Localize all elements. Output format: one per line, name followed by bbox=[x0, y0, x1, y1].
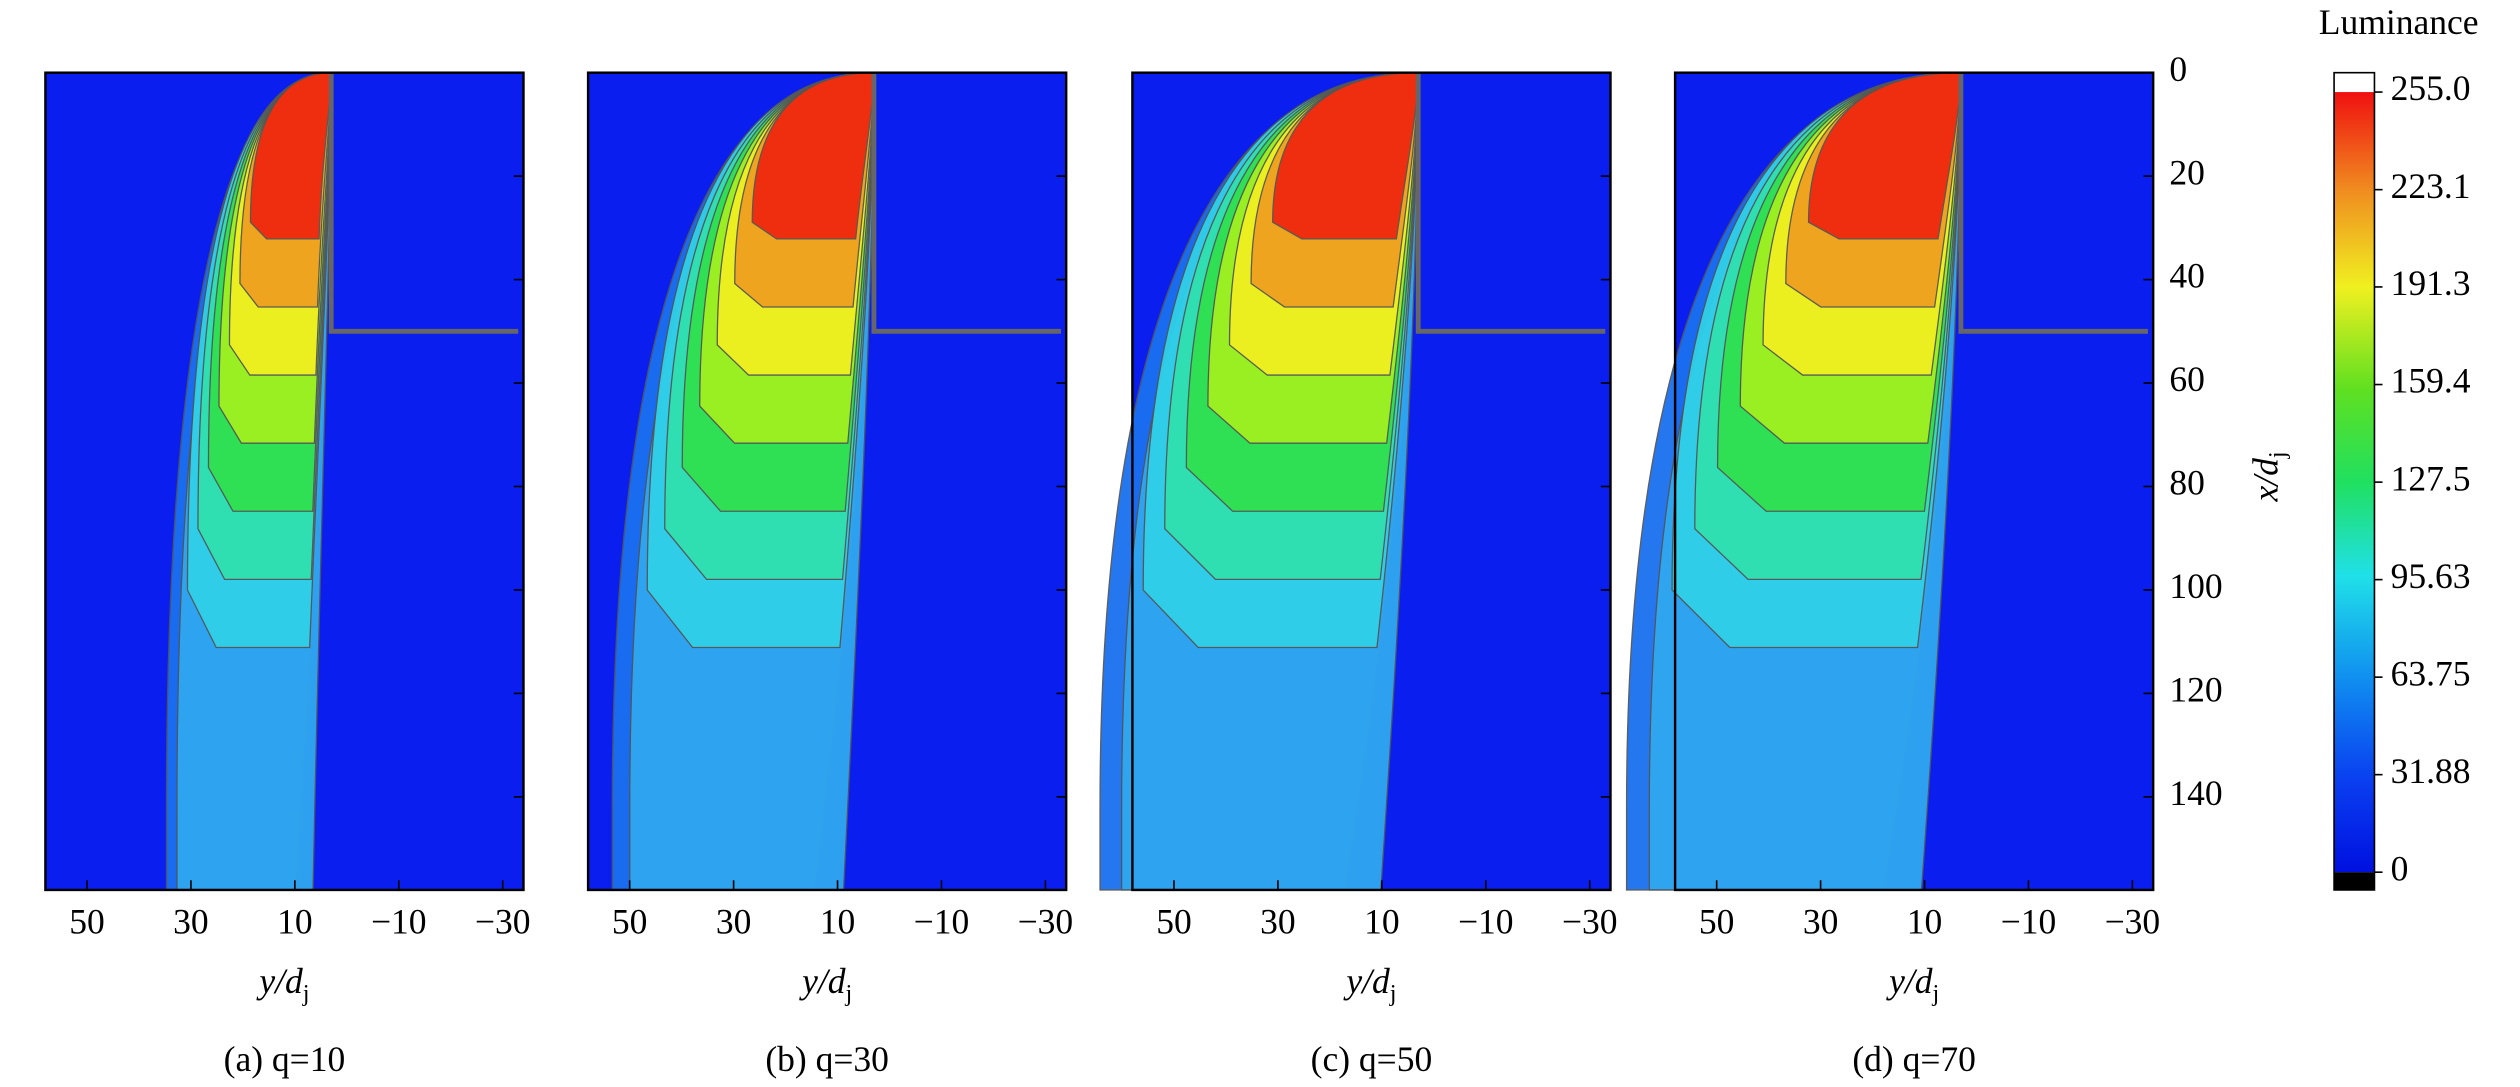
contour-band bbox=[751, 72, 875, 240]
x-tick-label: 10 bbox=[277, 902, 313, 942]
x-tick-label: 10 bbox=[1364, 902, 1400, 942]
wall bbox=[1415, 72, 1606, 334]
x-tick-label: −10 bbox=[371, 902, 427, 942]
colorbar-bottom-cap bbox=[2334, 872, 2375, 890]
x-tick-label: −30 bbox=[1018, 902, 1074, 942]
y-tick-label: 100 bbox=[2169, 566, 2222, 606]
x-tick-label: 30 bbox=[716, 902, 752, 942]
x-axis-label-main: y/d bbox=[799, 961, 846, 1001]
panel-caption: (c) q=50 bbox=[1311, 1039, 1433, 1079]
y-axis-label-main: x/d bbox=[2246, 458, 2286, 503]
x-tick-label: 30 bbox=[173, 902, 209, 942]
x-tick-label: −30 bbox=[1562, 902, 1618, 942]
colorbar-tick-label: 159.4 bbox=[2391, 361, 2471, 401]
contour-band bbox=[1272, 72, 1419, 240]
y-axis-label-sub: j bbox=[2264, 451, 2291, 459]
plot-frame bbox=[44, 71, 525, 892]
y-tick-label: 60 bbox=[2169, 359, 2205, 399]
x-axis-label-main: y/d bbox=[1886, 961, 1933, 1001]
x-tick-label: 30 bbox=[1803, 902, 1839, 942]
x-tick-label: 50 bbox=[69, 902, 105, 942]
y-tick-label: 140 bbox=[2169, 773, 2222, 813]
colorbar-tick-label: 95.63 bbox=[2391, 556, 2471, 596]
wall bbox=[328, 72, 519, 334]
x-axis-label-sub: j bbox=[1931, 979, 1939, 1006]
x-axis-label: y/dj bbox=[1343, 961, 1396, 1006]
y-tick-label: 40 bbox=[2169, 256, 2205, 296]
x-axis-label-sub: j bbox=[1389, 979, 1397, 1006]
colorbar-top-cap bbox=[2334, 72, 2375, 93]
x-axis-label: y/dj bbox=[1886, 961, 1939, 1006]
x-tick-label: 30 bbox=[1260, 902, 1296, 942]
colorbar-tick-label: 255.0 bbox=[2391, 68, 2471, 108]
plot-frame bbox=[1131, 71, 1612, 892]
y-tick-label: 0 bbox=[2169, 49, 2187, 89]
x-tick-label: −30 bbox=[2105, 902, 2161, 942]
plot-frame bbox=[586, 71, 1068, 892]
colorbar-tick-label: 63.75 bbox=[2391, 653, 2471, 693]
x-tick-label: 50 bbox=[1156, 902, 1192, 942]
plot-frame bbox=[1673, 71, 2155, 892]
y-axis-label: x/dj bbox=[2246, 451, 2291, 502]
x-tick-label: 10 bbox=[820, 902, 856, 942]
colorbar-tick-label: 223.1 bbox=[2391, 166, 2471, 206]
colorbar-tick-label: 191.3 bbox=[2391, 263, 2471, 303]
x-axis-label-main: y/d bbox=[1343, 961, 1390, 1001]
x-tick-label: −10 bbox=[1458, 902, 1514, 942]
x-axis-label-main: y/d bbox=[256, 961, 303, 1001]
x-tick-label: 50 bbox=[612, 902, 648, 942]
y-tick-label: 20 bbox=[2169, 152, 2205, 192]
panel-caption: (b) q=30 bbox=[765, 1039, 889, 1079]
x-tick-label: −30 bbox=[475, 902, 531, 942]
y-tick-label: 80 bbox=[2169, 463, 2205, 503]
colorbar-tick-label: 127.5 bbox=[2391, 458, 2471, 498]
colorbar bbox=[2334, 92, 2375, 873]
x-tick-label: −10 bbox=[914, 902, 970, 942]
contour-band bbox=[249, 72, 332, 240]
x-axis-label-sub: j bbox=[844, 979, 852, 1006]
colorbar-tick-label: 0 bbox=[2391, 848, 2409, 888]
x-axis-label: y/dj bbox=[256, 961, 309, 1006]
x-axis-label: y/dj bbox=[799, 961, 852, 1006]
colorbar-title: Luminance bbox=[2319, 2, 2479, 42]
panel-caption: (a) q=10 bbox=[224, 1039, 346, 1079]
wall bbox=[871, 72, 1061, 334]
y-tick-label: 120 bbox=[2169, 670, 2222, 710]
x-axis-label-sub: j bbox=[302, 979, 310, 1006]
wall bbox=[1958, 72, 2148, 334]
panel-caption: (d) q=70 bbox=[1852, 1039, 1976, 1079]
x-tick-label: 50 bbox=[1699, 902, 1735, 942]
x-tick-label: 10 bbox=[1907, 902, 1943, 942]
x-tick-label: −10 bbox=[2001, 902, 2057, 942]
contour-band bbox=[1807, 72, 1962, 240]
colorbar-tick-label: 31.88 bbox=[2391, 751, 2471, 791]
